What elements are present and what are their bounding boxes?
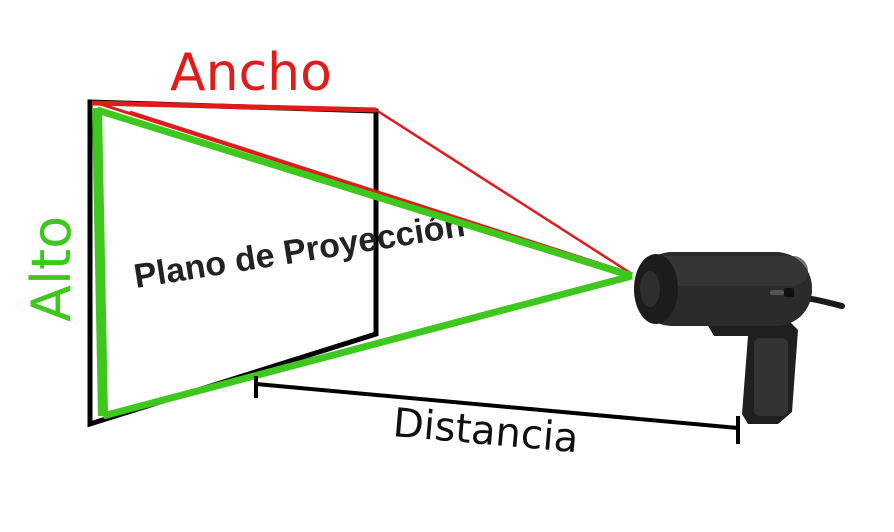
distance-line bbox=[255, 382, 739, 430]
height-label: Alto bbox=[20, 216, 83, 322]
webcam-icon bbox=[634, 252, 845, 424]
height-edge bbox=[92, 107, 108, 417]
height-ray-bottom bbox=[102, 272, 633, 420]
height-ray-top bbox=[95, 106, 634, 280]
width-label: Ancho bbox=[170, 43, 332, 103]
distance-dimension bbox=[254, 376, 740, 444]
width-ray-top bbox=[375, 108, 633, 276]
width-edge bbox=[91, 100, 377, 113]
height-frustum bbox=[92, 106, 634, 420]
